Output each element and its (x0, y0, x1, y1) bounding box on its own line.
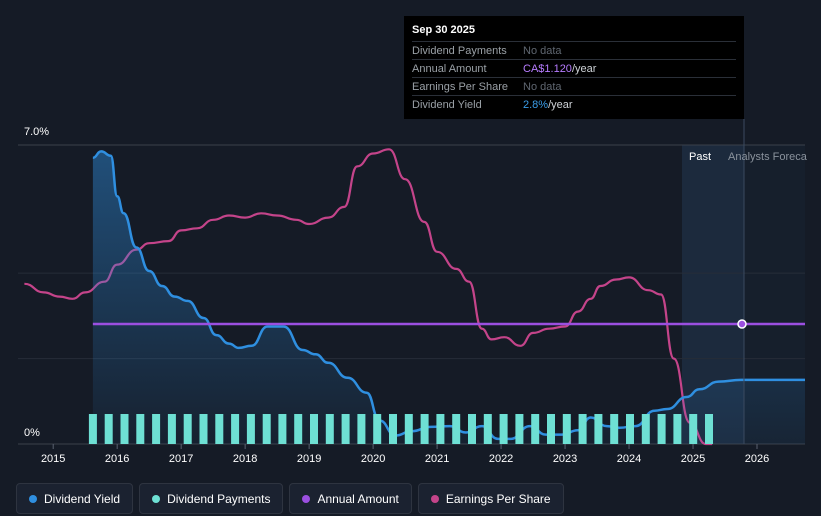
x-tick-label: 2015 (41, 453, 65, 465)
dividend-payments-series (88, 414, 713, 444)
eps-line (24, 148, 713, 446)
dividend-payment-bar (483, 414, 492, 444)
dividend-payment-bar (705, 414, 713, 444)
dividend-payment-bar (88, 414, 97, 444)
legend-dot-icon (302, 494, 311, 503)
dividend-payment-bar (404, 414, 413, 444)
legend-earnings-per-share[interactable]: Earnings Per Share (417, 483, 564, 514)
tooltip-label: Annual Amount (412, 62, 487, 75)
tooltip-value: CA$1.120 (523, 62, 572, 75)
dividend-payment-bar (452, 414, 461, 444)
x-tick-label: 2025 (681, 453, 705, 465)
dividend-payment-bar (547, 414, 555, 444)
x-tick-label: 2021 (425, 453, 449, 465)
dividend-payment-bar (499, 414, 508, 444)
legend-label: Dividend Yield (44, 491, 121, 506)
highlight-marker[interactable] (737, 319, 747, 329)
dividend-payment-bar (357, 414, 366, 444)
legend-label: Dividend Payments (167, 491, 271, 506)
x-tick-label: 2023 (553, 453, 577, 465)
dividend-payment-bar (468, 414, 476, 444)
legend-annual-amount[interactable]: Annual Amount (289, 483, 412, 514)
dividend-payment-bar (610, 414, 619, 444)
tooltip-row-earnings-per-share: Earnings Per Share No data (412, 77, 736, 95)
dividend-payment-bar (578, 414, 587, 444)
dividend-payment-bar (246, 414, 255, 444)
dividend-payment-bar (104, 414, 113, 444)
dividend-payment-bar (262, 414, 271, 444)
dividend-payment-bar (626, 414, 634, 444)
dividend-payment-bar (183, 414, 192, 444)
tooltip-row-annual-amount: Annual Amount CA$1.120 /year (412, 59, 736, 77)
dividend-payment-bar (373, 414, 382, 444)
x-tick-label: 2026 (745, 453, 769, 465)
forecast-label: Analysts Foreca (728, 151, 808, 163)
dividend-payment-bar (278, 414, 287, 444)
x-tick-label: 2018 (233, 453, 257, 465)
dividend-payment-bar (215, 414, 224, 444)
legend-dot-icon (430, 494, 439, 503)
tooltip-label: Earnings Per Share (412, 80, 508, 93)
dividend-payment-bar (294, 414, 303, 444)
dividend-payment-bar (657, 414, 666, 444)
tooltip-label: Dividend Payments (412, 44, 507, 57)
tooltip-unit: /year (548, 98, 573, 111)
dividend-payment-bar (152, 414, 161, 444)
x-tick-label: 2020 (361, 453, 385, 465)
tooltip-row-dividend-yield: Dividend Yield 2.8% /year (412, 95, 736, 113)
dividend-payment-bar (515, 414, 524, 444)
legend-dividend-yield[interactable]: Dividend Yield (16, 483, 134, 514)
dividend-payment-bar (531, 414, 540, 444)
dividend-payment-bar (325, 414, 334, 444)
tooltip-value: No data (523, 44, 562, 57)
legend-dot-icon (152, 494, 161, 503)
dividend-payment-bar (341, 414, 350, 444)
x-tick-label: 2024 (617, 453, 641, 465)
dividend-payment-bar (120, 414, 129, 444)
dividend-payment-bar (199, 414, 208, 444)
eps-series (24, 148, 713, 446)
dividend-payment-bar (310, 414, 318, 444)
tooltip-label: Dividend Yield (412, 98, 482, 111)
legend-label: Annual Amount (317, 491, 399, 506)
tooltip-row-dividend-payments: Dividend Payments No data (412, 41, 736, 59)
y-tick-bottom: 0% (24, 427, 40, 439)
x-tick-label: 2022 (489, 453, 513, 465)
dividend-yield-area (92, 151, 805, 444)
legend-dot-icon (29, 494, 37, 503)
tooltip-value: No data (523, 80, 562, 93)
tooltip: Sep 30 2025 Dividend Payments No data An… (404, 16, 744, 119)
tooltip-date: Sep 30 2025 (412, 24, 475, 36)
dividend-payment-bar (167, 414, 176, 444)
dividend-payment-bar (594, 414, 603, 444)
past-label: Past (689, 151, 711, 163)
x-tick-label: 2016 (105, 453, 129, 465)
y-tick-top: 7.0% (24, 126, 49, 138)
dividend-payment-bar (562, 414, 571, 444)
dividend-payment-bar (641, 414, 650, 444)
tooltip-unit: /year (571, 62, 597, 75)
x-tick-label: 2017 (169, 453, 193, 465)
dividend-payment-bar (420, 414, 429, 444)
dividend-payment-bar (136, 414, 145, 444)
dividend-payment-bar (673, 414, 682, 444)
dividend-payment-bar (231, 414, 240, 444)
tooltip-value: 2.8% (523, 98, 549, 111)
x-tick-label: 2019 (297, 453, 321, 465)
dividend-payment-bar (436, 414, 445, 444)
x-axis-ticks: 2015 2016 2017 2018 2019 2020 2021 2022 2023 2024… (41, 444, 769, 465)
dividend-payment-bar (389, 414, 397, 444)
legend-dividend-payments[interactable]: Dividend Payments (139, 483, 284, 514)
dividend-payment-bar (689, 414, 698, 444)
legend: Dividend Yield Dividend Payments Annual … (16, 483, 564, 514)
legend-label: Earnings Per Share (445, 491, 551, 506)
